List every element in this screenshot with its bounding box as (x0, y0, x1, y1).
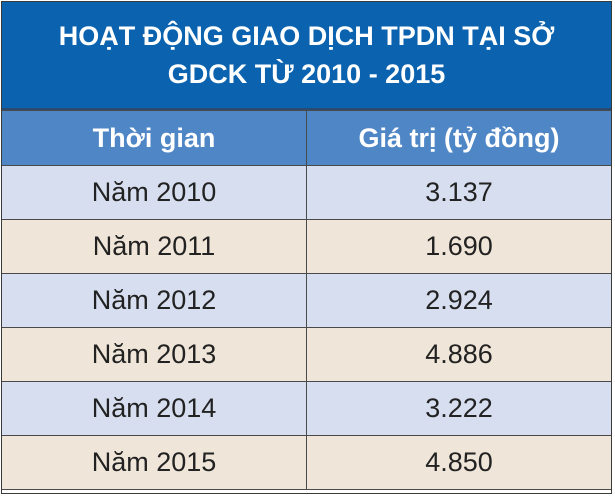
year-cell: Năm 2011 (2, 219, 307, 274)
header-row: Thời gian Giá trị (tỷ đồng) (2, 110, 611, 166)
value-cell: 1.690 (306, 219, 611, 274)
data-table: Thời gian Giá trị (tỷ đồng) Năm 2010 3.13… (2, 110, 611, 490)
value-cell: 4.850 (306, 435, 611, 490)
year-cell: Năm 2013 (2, 327, 307, 382)
value-cell: 4.886 (306, 327, 611, 382)
year-cell: Năm 2010 (2, 165, 307, 220)
table-row: Năm 2013 4.886 (2, 327, 611, 382)
table-title: HOẠT ĐỘNG GIAO DỊCH TPDN TẠI SỞ GDCK TỪ … (2, 2, 611, 110)
value-cell: 3.222 (306, 381, 611, 436)
column-header-time: Thời gian (2, 110, 307, 166)
column-header-value: Giá trị (tỷ đồng) (306, 110, 611, 166)
year-cell: Năm 2014 (2, 381, 307, 436)
table-row: Năm 2012 2.924 (2, 273, 611, 328)
table-row: Năm 2015 4.850 (2, 435, 611, 490)
table-row: Năm 2014 3.222 (2, 381, 611, 436)
year-cell: Năm 2012 (2, 273, 307, 328)
value-cell: 3.137 (306, 165, 611, 220)
value-cell: 2.924 (306, 273, 611, 328)
table-row: Năm 2010 3.137 (2, 165, 611, 220)
table-row: Năm 2011 1.690 (2, 219, 611, 274)
year-cell: Năm 2015 (2, 435, 307, 490)
